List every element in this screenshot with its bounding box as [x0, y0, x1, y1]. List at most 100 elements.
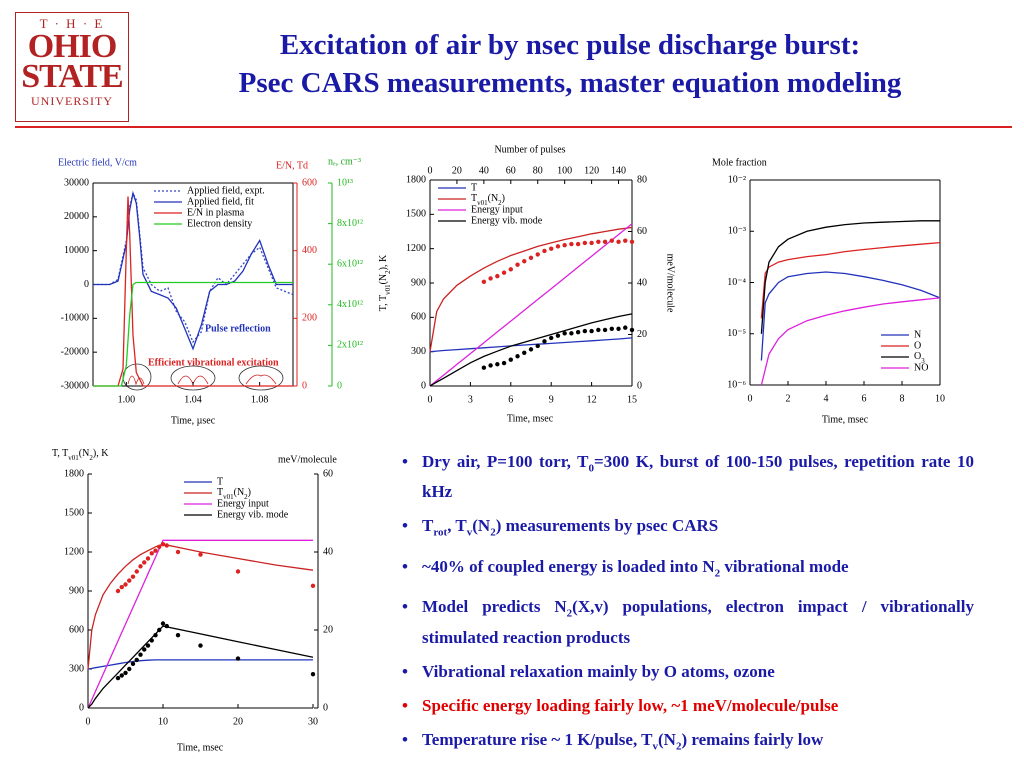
x2-tick-label: 0: [428, 165, 433, 176]
data-point: [175, 549, 181, 555]
bullet: Model predicts N2(X,v) populations, elec…: [402, 595, 974, 649]
bullet-text: Model predicts N: [422, 597, 567, 617]
data-point: [549, 335, 554, 341]
data-point: [616, 239, 621, 244]
legend-label: Applied field, expt.: [187, 185, 265, 196]
x2-tick-label: 140: [611, 165, 626, 176]
data-point: [157, 544, 162, 549]
bullet-text: 2: [675, 739, 682, 752]
y2-tick-label: 200: [302, 313, 317, 324]
data-point: [149, 551, 154, 556]
y-tick-label: 600: [411, 312, 426, 323]
y-tick-label: 10000: [64, 245, 89, 256]
x-tick-label: 1.08: [251, 394, 269, 405]
legend-label: Tv01(N2): [471, 193, 505, 206]
logo-text: STATE: [21, 58, 123, 95]
bullet-text: Dry air, P=100 torr, T: [422, 452, 589, 471]
series-line: [93, 281, 293, 387]
x-axis-label: Time, msec: [177, 742, 224, 753]
data-point: [134, 657, 139, 663]
logo-text: T · H · E: [39, 16, 105, 31]
data-point: [535, 252, 540, 257]
y-axis-label-run: ), K: [378, 254, 389, 270]
series-line: [429, 337, 633, 353]
icon: [245, 374, 277, 385]
y2-tick-label: 40: [637, 277, 647, 288]
title-line: Excitation of air by nsec pulse discharg…: [279, 29, 861, 61]
y-tick-label: 20000: [64, 211, 89, 222]
legend-label: Energy vib. mode: [217, 509, 289, 520]
y-tick-label: -10000: [61, 313, 89, 324]
y-axis-label-run: (N: [378, 274, 389, 285]
data-point: [495, 362, 500, 367]
y3-tick-label: 8x10¹²: [337, 218, 363, 229]
y3-tick-label: 0: [337, 380, 342, 391]
y-tick-label: -30000: [61, 380, 89, 391]
bullet: Dry air, P=100 torr, T0=300 K, burst of …: [402, 450, 974, 504]
data-point: [596, 327, 601, 333]
legend-label: E/N in plasma: [187, 207, 245, 218]
x2-tick-label: 80: [533, 165, 543, 176]
data-point: [164, 543, 169, 548]
data-point: [235, 569, 241, 574]
legend-label: Electron density: [187, 218, 252, 229]
x-tick-label: 30: [308, 716, 318, 727]
series-line: [429, 313, 633, 387]
oval: [238, 365, 284, 391]
bullet-text: vibrational mode: [720, 556, 849, 576]
data-point: [609, 326, 614, 331]
annotation: Pulse reflection: [205, 323, 271, 334]
logo-text: OHIO: [27, 28, 118, 65]
bullet-text: T: [422, 516, 434, 536]
x-tick-label: 15: [627, 394, 637, 405]
legend-label-run: 2: [244, 493, 248, 501]
legend-label-run: (N: [234, 487, 245, 498]
series-line: [93, 196, 293, 387]
y2-tick-label: 80: [637, 174, 647, 185]
legend-label: O3: [914, 351, 925, 364]
y-axis-label: T, Tv01(N2), K: [378, 254, 391, 311]
data-point: [160, 621, 166, 626]
data-point: [488, 276, 493, 281]
x-axis-label: Time, msec: [822, 414, 869, 425]
data-point: [542, 339, 547, 344]
data-point: [495, 273, 500, 279]
data-point: [127, 578, 132, 583]
y-tick-label: 0: [79, 702, 84, 713]
data-point: [153, 548, 158, 553]
bullet-text: , T: [447, 516, 467, 536]
legend-label-run: (N: [488, 193, 499, 204]
data-point: [123, 670, 128, 676]
legend-label-run: v01: [477, 199, 488, 207]
series-line: [87, 625, 314, 709]
bullet: Vibrational relaxation mainly by O atoms…: [402, 660, 974, 684]
y-tick-label: 600: [69, 624, 84, 635]
data-point: [138, 652, 143, 657]
legend-label-run: ): [248, 487, 251, 498]
x-tick-label: 20: [233, 716, 243, 727]
data-point: [562, 243, 567, 248]
title-line: Psec CARS measurements, master equation …: [238, 67, 902, 99]
y-tick-label: 0: [421, 380, 426, 391]
data-point: [481, 279, 487, 285]
y-tick-label: 10⁻⁵: [727, 328, 746, 339]
data-point: [164, 623, 169, 629]
title: Excitation of air by nsec pulse discharg…: [140, 26, 1000, 102]
legend-label: Tv01(N2): [217, 487, 251, 500]
data-point: [501, 360, 507, 366]
y-axis-label: Mole fraction: [712, 157, 767, 168]
legend-label: Energy vib. mode: [471, 215, 543, 226]
y-tick-label: 10⁻⁴: [727, 277, 746, 288]
x-axis-label: Time, µsec: [171, 415, 216, 426]
data-point: [575, 330, 581, 335]
bullet-text: v: [652, 739, 658, 752]
data-point: [145, 556, 151, 561]
legend-label-run: T: [471, 193, 477, 204]
legend-label: Energy input: [471, 204, 523, 215]
data-point: [115, 588, 121, 594]
bullet-text: ) remains fairly low: [681, 729, 824, 749]
y-axis-label: Electric field, V/cm: [58, 157, 137, 168]
y-tick-label: 900: [411, 277, 426, 288]
data-point: [522, 350, 527, 356]
